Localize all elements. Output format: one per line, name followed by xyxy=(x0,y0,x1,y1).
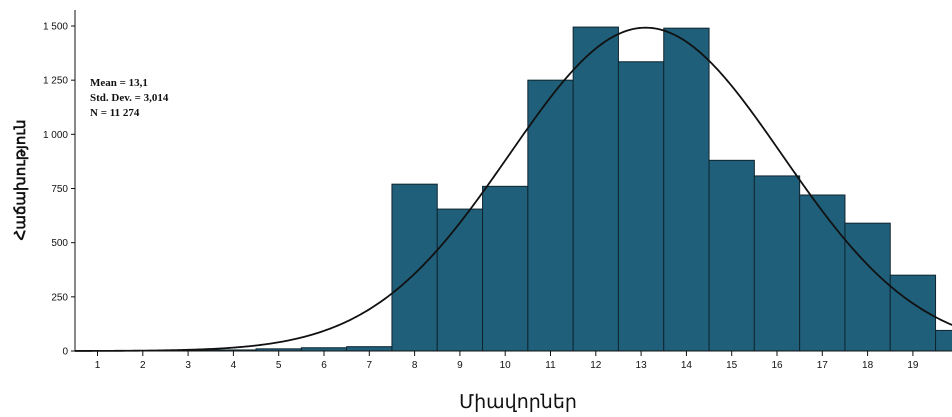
histogram-bar-18 xyxy=(845,223,890,351)
x-tick-label: 13 xyxy=(636,360,648,371)
histogram-bar-12 xyxy=(573,27,618,351)
histogram-bar-15 xyxy=(709,160,754,351)
histogram-bar-20 xyxy=(936,330,952,351)
x-tick-label: 12 xyxy=(590,360,602,371)
x-tick-label: 19 xyxy=(907,360,919,371)
x-tick-label: 10 xyxy=(500,360,512,371)
x-tick-label: 3 xyxy=(185,360,191,371)
stats-std-dev: Std. Dev. = 3,014 xyxy=(90,92,169,104)
histogram-bar-13 xyxy=(618,62,663,351)
y-axis-title: Հաճախություն xyxy=(13,120,29,241)
x-tick-label: 14 xyxy=(681,360,693,371)
x-tick-label: 11 xyxy=(545,360,556,371)
x-tick-label: 2 xyxy=(140,360,146,371)
x-tick-label: 4 xyxy=(231,360,237,371)
x-tick-label: 15 xyxy=(726,360,738,371)
x-tick-label: 9 xyxy=(457,360,463,371)
stats-mean: Mean = 13,1 xyxy=(90,77,148,89)
histogram-bar-9 xyxy=(437,209,482,351)
x-tick-label: 16 xyxy=(771,360,783,371)
histogram-bar-16 xyxy=(754,176,799,351)
x-tick-label: 5 xyxy=(276,360,282,371)
histogram-bar-8 xyxy=(392,184,437,351)
y-tick-label: 250 xyxy=(51,292,68,303)
x-axis-ticks: 1234567891011121314151617181920 xyxy=(95,351,952,371)
y-tick-label: 0 xyxy=(62,347,68,358)
y-tick-label: 500 xyxy=(51,238,68,249)
y-tick-label: 750 xyxy=(51,184,68,195)
x-axis-title: Միավորներ xyxy=(459,392,577,413)
x-tick-label: 1 xyxy=(95,360,101,371)
histogram-bar-14 xyxy=(664,28,709,351)
x-tick-label: 18 xyxy=(862,360,874,371)
x-tick-label: 7 xyxy=(367,360,373,371)
y-axis-ticks: 0 250 500 750 1 000 1 250 1 500 xyxy=(43,22,75,358)
x-tick-label: 8 xyxy=(412,360,418,371)
y-tick-label: 1 250 xyxy=(43,76,68,87)
y-tick-label: 1 000 xyxy=(43,130,68,141)
x-tick-label: 6 xyxy=(321,360,327,371)
histogram-bar-10 xyxy=(483,186,528,351)
bars-layer xyxy=(75,27,952,351)
stats-n: N = 11 274 xyxy=(90,107,140,119)
histogram-bar-17 xyxy=(800,195,845,351)
histogram-bar-7 xyxy=(347,347,392,351)
x-tick-label: 17 xyxy=(817,360,829,371)
y-tick-label: 1 500 xyxy=(43,22,68,33)
histogram-bar-11 xyxy=(528,80,573,351)
